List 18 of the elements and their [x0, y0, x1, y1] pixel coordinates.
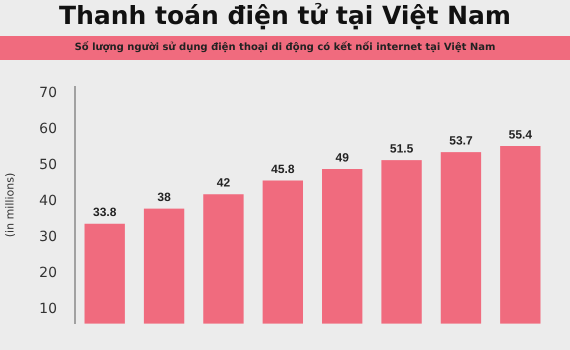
data-label: 45.8 — [271, 162, 295, 176]
chart-title: Thanh toán điện tử tại Việt Nam — [58, 0, 512, 32]
y-tick-label: 10 — [39, 300, 58, 317]
y-tick-label: 50 — [39, 157, 58, 174]
y-tick-label: 20 — [39, 264, 58, 281]
data-label: 33.8 — [93, 205, 117, 219]
y-tick-label: 40 — [39, 193, 58, 210]
chart-subtitle: Số lượng người sử dụng điện thoại di động có kết nối internet tại Việt Nam — [0, 36, 570, 60]
data-label: 42 — [216, 176, 230, 190]
data-label: 49 — [336, 150, 350, 164]
y-axis-title: (in millions) — [3, 172, 16, 238]
data-label: 51.5 — [390, 141, 414, 156]
data-label: 55.4 — [508, 127, 532, 142]
y-tick-label: 30 — [39, 228, 58, 245]
y-tick-label: 60 — [39, 121, 58, 138]
data-label: 38 — [157, 190, 172, 204]
data-label: 53.7 — [449, 133, 473, 148]
y-tick-label: 70 — [39, 85, 58, 102]
